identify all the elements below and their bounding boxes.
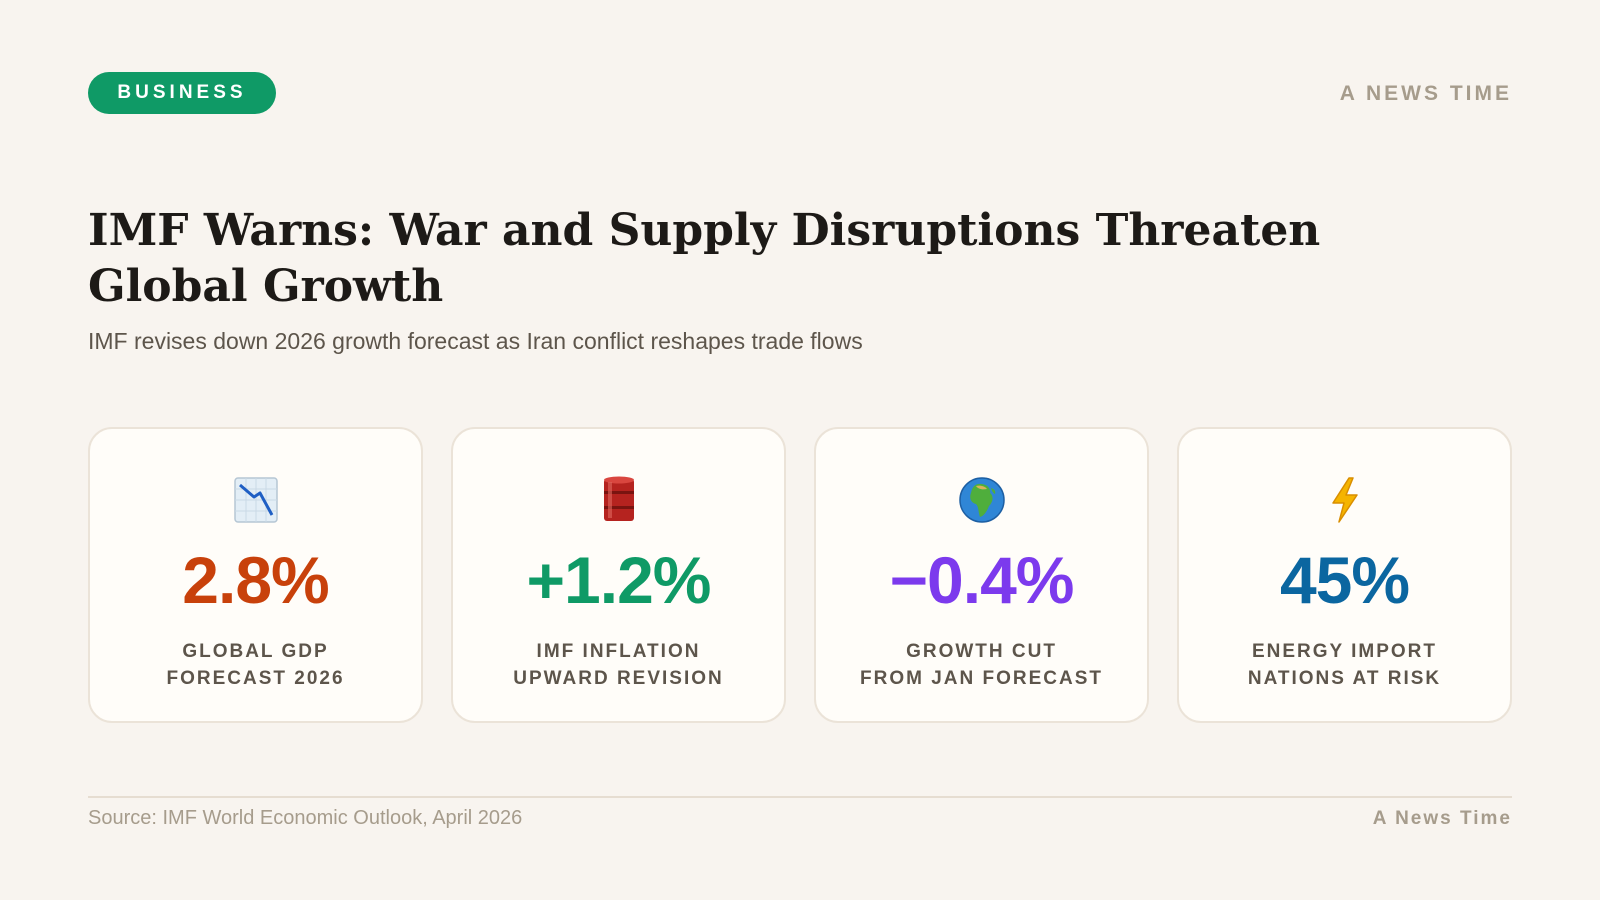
stat-label: GROWTH CUT FROM JAN FORECAST xyxy=(860,641,1103,689)
headline: IMF Warns: War and Supply Disruptions Th… xyxy=(88,205,1321,312)
category-badge: BUSINESS xyxy=(88,72,276,114)
footer-divider xyxy=(88,796,1512,798)
brand-name: A NEWS TIME xyxy=(1339,82,1512,105)
stat-value: 45% xyxy=(1279,543,1410,617)
stat-label: GLOBAL GDP FORECAST 2026 xyxy=(166,641,345,689)
globe-africa-icon xyxy=(956,474,1008,526)
source-note: Source: IMF World Economic Outlook, Apri… xyxy=(88,807,523,829)
chart-decreasing-icon xyxy=(230,474,282,526)
footer-brand: A News Time xyxy=(1372,808,1512,829)
stat-card-energy: 45% ENERGY IMPORT NATIONS AT RISK xyxy=(1177,427,1512,723)
oil-drum-icon xyxy=(593,474,645,526)
stat-cards: 2.8% GLOBAL GDP FORECAST 2026 +1.2% IMF … xyxy=(88,427,1512,723)
stat-value: −0.4% xyxy=(889,543,1075,617)
stat-value: +1.2% xyxy=(526,543,712,617)
subheadline: IMF revises down 2026 growth forecast as… xyxy=(88,328,863,354)
stat-card-inflation: +1.2% IMF INFLATION UPWARD REVISION xyxy=(451,427,786,723)
stat-card-growth-cut: −0.4% GROWTH CUT FROM JAN FORECAST xyxy=(814,427,1149,723)
stat-label: ENERGY IMPORT NATIONS AT RISK xyxy=(1247,641,1442,689)
stat-label: IMF INFLATION UPWARD REVISION xyxy=(513,641,724,689)
lightning-icon xyxy=(1319,474,1371,526)
stat-value: 2.8% xyxy=(182,543,329,617)
stat-card-gdp: 2.8% GLOBAL GDP FORECAST 2026 xyxy=(88,427,423,723)
